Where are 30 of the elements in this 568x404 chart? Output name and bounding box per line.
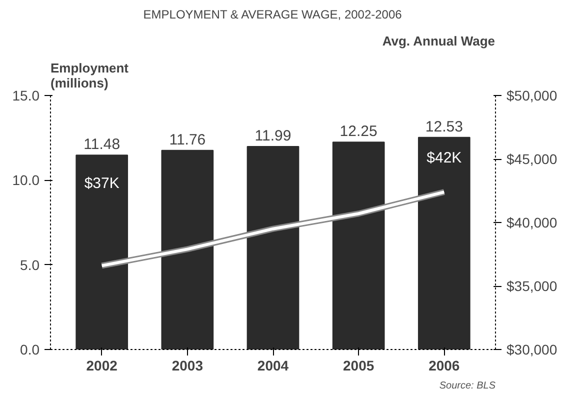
data-label: 12.53: [425, 118, 463, 136]
bar: [332, 142, 385, 350]
x-tick-label: 2003: [172, 358, 204, 374]
x-tick-label: 2004: [257, 358, 289, 374]
source-note: Source: BLS: [439, 380, 496, 392]
bar: [418, 136, 470, 350]
y-tick-label: 5.0: [20, 256, 40, 273]
bar: [76, 154, 128, 350]
y-tick-label: 10.0: [12, 172, 40, 188]
x-tick-label: 2005: [343, 358, 374, 374]
annotation: $42K: [426, 150, 462, 167]
bar: [246, 146, 300, 350]
annotation: $37K: [84, 175, 120, 192]
x-tick-label: 2002: [86, 358, 118, 374]
y2-tick-label: $50,000: [506, 88, 558, 104]
chart-title: EMPLOYMENT & AVERAGE WAGE, 2002-2006: [143, 8, 402, 22]
y2-tick-label: $45,000: [506, 151, 558, 167]
data-label: 11.76: [169, 131, 206, 148]
data-label: 11.48: [84, 136, 120, 154]
y2-tick-label: $35,000: [506, 278, 558, 294]
y-tick-label: 0.0: [20, 342, 40, 358]
data-label: 12.25: [340, 123, 378, 140]
bar: [161, 150, 214, 350]
y-axis-title: Employment (millions): [50, 60, 130, 90]
y2-tick-label: $40,000: [506, 214, 558, 230]
y-tick-label: 15.0: [12, 88, 40, 104]
y2-tick-label: $30,000: [506, 342, 558, 358]
data-label: 11.99: [254, 127, 292, 144]
x-tick-label: 2006: [428, 358, 460, 374]
y2-axis-title: Avg. Annual Wage: [382, 34, 496, 48]
